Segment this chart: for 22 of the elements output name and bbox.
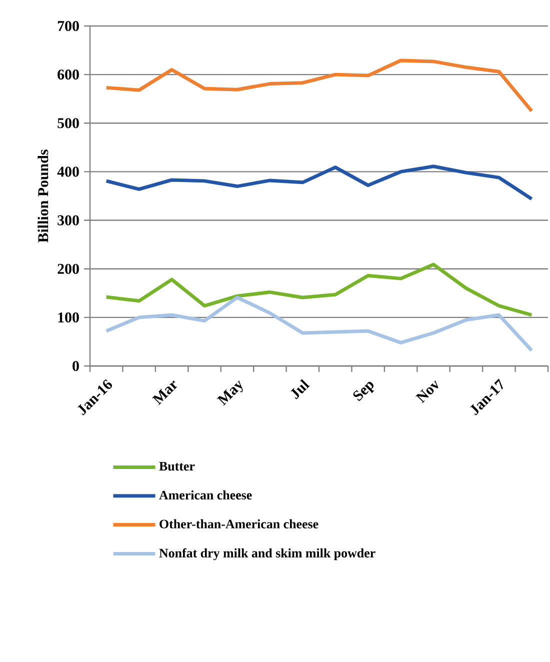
- legend-label: Nonfat dry milk and skim milk powder: [159, 548, 376, 560]
- line-series: [104, 164, 534, 201]
- x-tick-label: Jul: [290, 379, 310, 400]
- y-axis-title: Billion Pounds: [38, 150, 48, 242]
- y-tick-label: 500: [58, 118, 79, 128]
- legend-label: Other-than-American cheese: [160, 519, 318, 528]
- legend-label: American cheese: [159, 490, 252, 500]
- line-series: [104, 296, 534, 352]
- y-tick-label: 200: [58, 264, 79, 274]
- y-tick-label: 700: [58, 20, 79, 32]
- x-tick-label: Nov: [416, 380, 438, 404]
- y-tick-label: 400: [57, 166, 79, 177]
- legend-label: Butter: [159, 462, 195, 471]
- x-tick-label: Sep: [353, 382, 374, 401]
- y-tick-label: 300: [58, 215, 79, 226]
- y-tick-label: 0: [72, 360, 79, 372]
- x-tick-label: May: [216, 380, 243, 406]
- x-tick-label: Mar: [152, 380, 178, 406]
- y-tick-label: 100: [58, 312, 79, 322]
- line-series: [104, 262, 534, 317]
- y-tick-label: 600: [58, 70, 79, 80]
- line-series: [104, 58, 534, 113]
